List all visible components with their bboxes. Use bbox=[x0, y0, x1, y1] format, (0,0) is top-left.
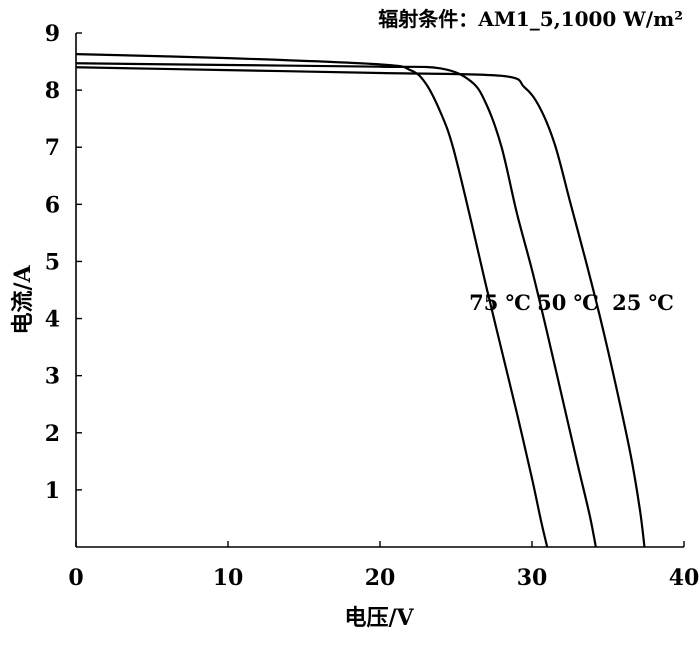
y-axis-title: 电流/A bbox=[10, 265, 36, 335]
x-tick-label: 20 bbox=[365, 565, 396, 591]
y-tick-label: 4 bbox=[45, 307, 60, 333]
y-tick-label: 1 bbox=[45, 478, 60, 504]
x-tick-label: 10 bbox=[213, 565, 244, 591]
chart-title: 辐射条件：AM1_5,1000 W/m² bbox=[378, 7, 683, 31]
y-tick-label: 9 bbox=[45, 21, 60, 47]
series-75c-line bbox=[75, 53, 549, 548]
x-axis-title: 电压/V bbox=[344, 605, 414, 631]
y-tick-label: 2 bbox=[45, 421, 60, 447]
x-tick-label: 0 bbox=[68, 565, 83, 591]
label-25c: 25 ℃ bbox=[612, 290, 674, 315]
label-75c: 75 ℃ bbox=[469, 290, 531, 315]
y-tick-label: 7 bbox=[45, 135, 60, 161]
series-50c-line bbox=[75, 62, 597, 548]
y-tick-label: 3 bbox=[45, 364, 60, 390]
x-tick-label: 30 bbox=[517, 565, 548, 591]
plot-area: 0 10 20 30 40 1 2 3 4 5 6 7 8 9 75 ℃ 50 ℃ 25 ℃ bbox=[45, 21, 700, 591]
series-25c-line bbox=[75, 66, 646, 548]
y-tick-label: 6 bbox=[45, 192, 60, 218]
y-tick-label: 5 bbox=[45, 249, 60, 275]
x-tick-label: 40 bbox=[669, 565, 700, 591]
y-tick-label: 8 bbox=[45, 78, 60, 104]
label-50c: 50 ℃ bbox=[537, 290, 599, 315]
